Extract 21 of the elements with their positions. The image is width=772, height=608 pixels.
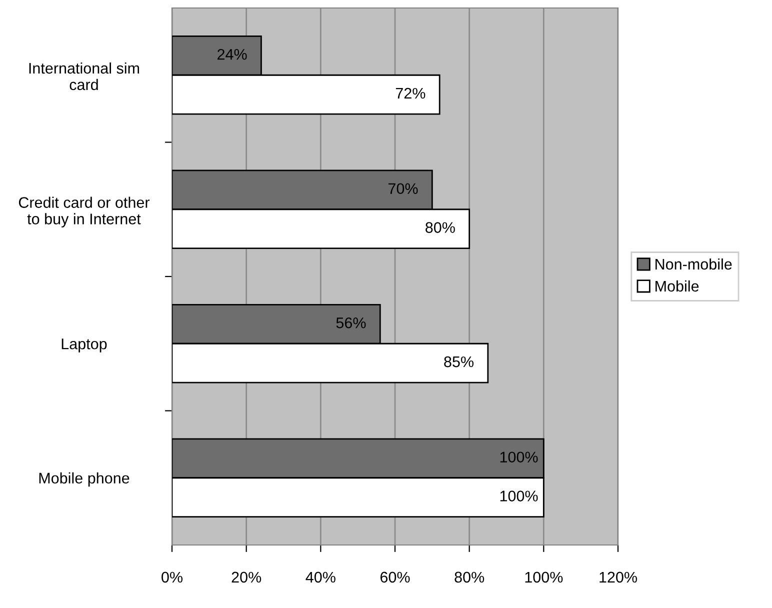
y-tick-label: Laptop <box>62 338 107 352</box>
x-tick-label: 80% <box>454 572 484 583</box>
data-label: 85% <box>444 356 474 368</box>
data-label: 24% <box>218 48 247 60</box>
data-label: 100% <box>500 452 538 463</box>
y-tick-label: International sim card <box>29 62 140 90</box>
legend-label: Mobile <box>656 280 699 292</box>
x-tick-label: 40% <box>306 572 336 583</box>
legend-label: Non-mobile <box>656 258 732 270</box>
x-tick-label: 100% <box>525 572 563 583</box>
data-label: 80% <box>426 222 455 233</box>
data-label: 72% <box>396 88 426 99</box>
x-tick-label: 0% <box>162 572 182 583</box>
x-tick-label: 120% <box>600 572 637 583</box>
y-tick-label: Mobile phone <box>39 472 130 487</box>
y-tick-label: Credit card or other to buy in Internet <box>18 196 150 228</box>
x-tick-label: 60% <box>380 572 410 583</box>
x-tick-label: 20% <box>232 572 262 583</box>
data-label: 56% <box>336 317 366 328</box>
data-label: 70% <box>388 183 418 194</box>
data-label: 100% <box>500 490 538 502</box>
